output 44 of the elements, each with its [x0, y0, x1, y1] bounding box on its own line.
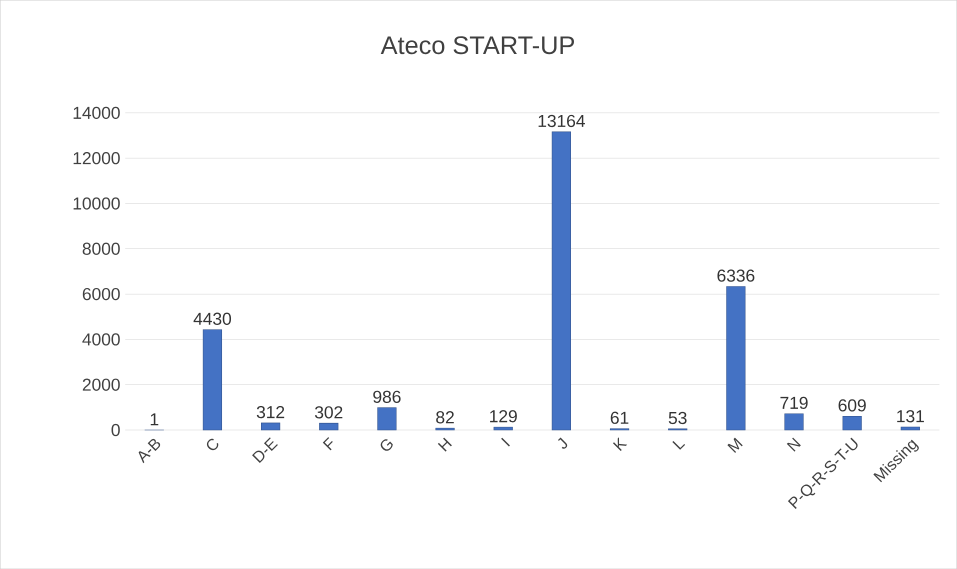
- x-tick-label: H: [438, 438, 452, 452]
- data-label: 13164: [538, 114, 585, 127]
- x-tick-label: F: [322, 437, 333, 450]
- bar: [202, 329, 222, 430]
- x-tick-label: D-E: [252, 437, 278, 463]
- bar: [377, 407, 397, 430]
- y-tick-label: 8000: [82, 242, 120, 255]
- bar: [319, 422, 338, 430]
- y-tick-label: 4000: [82, 333, 120, 346]
- data-label: 609: [838, 399, 866, 412]
- bar: [842, 416, 862, 430]
- y-tick-label: 14000: [74, 106, 120, 119]
- data-label: 6336: [717, 269, 754, 282]
- bar: [260, 422, 280, 430]
- bar: [900, 426, 920, 430]
- data-label: 53: [668, 412, 687, 424]
- data-label: 719: [780, 396, 808, 409]
- x-tick-label: C: [206, 438, 218, 450]
- bar: [552, 131, 571, 430]
- data-label: 131: [897, 410, 924, 422]
- bar: [726, 286, 746, 430]
- x-tick-label: M: [727, 438, 743, 453]
- data-label: 302: [314, 406, 342, 418]
- data-label: 312: [256, 406, 284, 418]
- y-tick-label: 0: [112, 424, 120, 436]
- bar: [784, 413, 804, 430]
- data-label: 61: [610, 412, 628, 424]
- data-label: 129: [490, 410, 517, 422]
- data-label: 82: [436, 411, 454, 424]
- y-tick-label: 2000: [82, 378, 120, 391]
- y-tick-label: 10000: [74, 197, 120, 210]
- chart-title: Ateco START-UP: [380, 36, 574, 54]
- y-tick-label: 12000: [74, 152, 120, 164]
- x-tick-label: A-B: [138, 438, 160, 464]
- x-tick-label: G: [380, 439, 393, 451]
- data-label: 986: [373, 390, 401, 403]
- data-label: 1: [150, 413, 158, 426]
- data-label: 4430: [194, 312, 232, 325]
- x-tick-label: K: [612, 437, 628, 451]
- x-tick-label: J: [558, 437, 568, 449]
- y-tick-label: 6000: [82, 288, 120, 300]
- x-tick-label: I: [501, 438, 510, 446]
- bar: [494, 426, 513, 430]
- x-tick-label: L: [672, 440, 686, 450]
